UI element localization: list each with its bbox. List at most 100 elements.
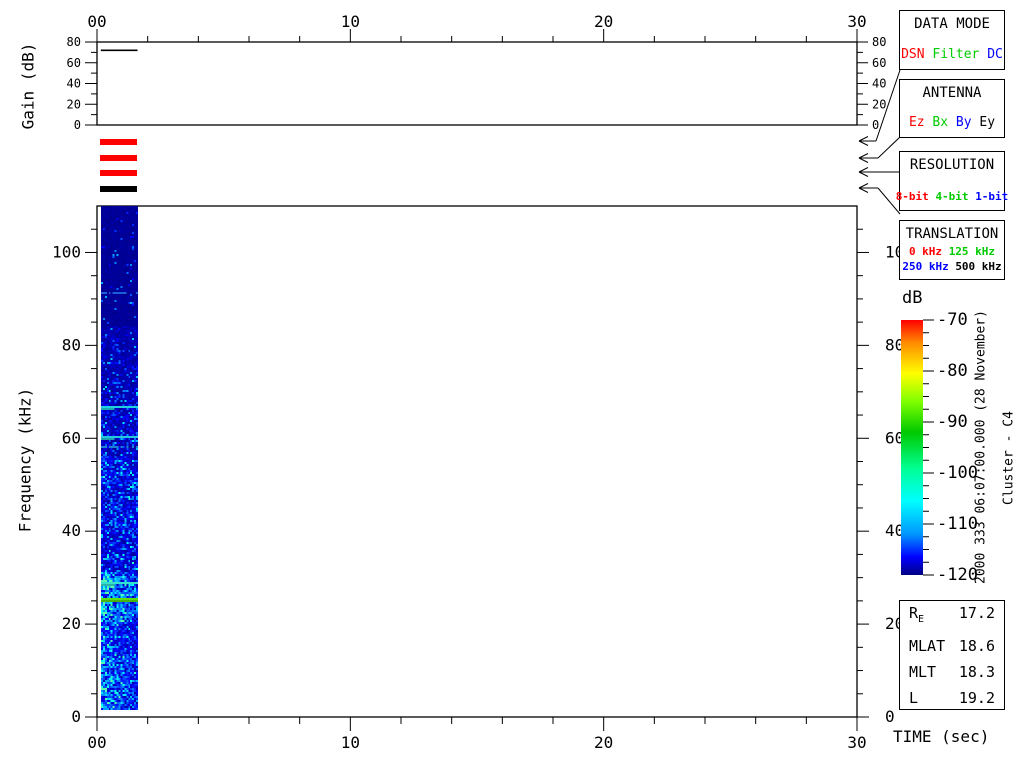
translation-option-250khz[interactable]: 250 kHz (902, 260, 949, 273)
data-mode-option-dsn[interactable]: DSN (901, 47, 925, 62)
spacecraft-annotation: Cluster - C4 (1001, 411, 1017, 505)
svg-text:40: 40 (872, 77, 886, 91)
resolution-option-4bit[interactable]: 4-bit (935, 190, 969, 203)
data-mode-option-dc[interactable]: DC (987, 47, 1003, 62)
antenna-options: Ez Bx By Ey (900, 115, 1004, 130)
svg-text:40: 40 (885, 521, 904, 540)
svg-text:00: 00 (87, 12, 106, 31)
spacer (948, 115, 956, 130)
spacer (979, 47, 987, 62)
resolution-panel: RESOLUTION 8-bit 4-bit 1-bit (896, 151, 1009, 211)
svg-text:-100: -100 (937, 463, 978, 483)
ephemeris-row-mlt: MLT 18.3 (900, 659, 1004, 685)
translation-option-0khz[interactable]: 0 kHz (908, 245, 943, 258)
translation-title: TRANSLATION (905, 226, 999, 242)
data-mode-panel: DATA MODE DSN Filter DC (899, 10, 1005, 70)
svg-text:-90: -90 (937, 412, 968, 432)
frequency-axis: 002020404060608080100100 (52, 228, 914, 726)
time-axis-label: TIME (sec) (893, 727, 990, 746)
resolution-option-1bit[interactable]: 1-bit (975, 190, 1009, 203)
ephemeris-value: 18.6 (958, 636, 995, 655)
frequency-axis-label: Frequency (kHz) (15, 387, 35, 533)
svg-text:0: 0 (71, 707, 81, 726)
data-mode-title: DATA MODE (914, 16, 990, 32)
translation-status-bar (100, 186, 137, 192)
spacer (925, 115, 933, 130)
svg-text:80: 80 (67, 35, 81, 49)
svg-text:60: 60 (872, 56, 886, 70)
ephemeris-label: L (909, 688, 919, 707)
colorbar-gradient (901, 320, 923, 575)
svg-text:20: 20 (67, 97, 81, 111)
svg-text:20: 20 (594, 12, 613, 31)
svg-text:0: 0 (74, 118, 81, 132)
resolution-option-8bit[interactable]: 8-bit (895, 190, 929, 203)
colorbar-axis: -70 -80 -90 -100 -110 -120 (923, 310, 978, 585)
antenna-status-bar (100, 155, 137, 161)
gain-axis: 0 0 20 20 40 40 60 60 80 80 (67, 35, 887, 132)
svg-text:60: 60 (62, 428, 81, 447)
svg-text:30: 30 (847, 12, 866, 31)
svg-text:0: 0 (872, 118, 879, 132)
svg-text:00: 00 (87, 733, 106, 752)
spacer (942, 245, 949, 258)
spacer (929, 190, 936, 203)
svg-text:-110: -110 (937, 514, 978, 534)
antenna-option-ez[interactable]: Ez (908, 115, 925, 130)
time-axis: 00 00 10 10 20 20 30 30 (87, 12, 866, 752)
ephemeris-label: MLT (909, 662, 937, 681)
resolution-options: 8-bit 4-bit 1-bit (896, 190, 1009, 203)
ephemeris-row-mlat: MLAT 18.6 (900, 633, 1004, 659)
timestamp-annotation: 2000 333 06:07:00.000 (28 November) (973, 310, 989, 584)
translation-option-500khz[interactable]: 500 kHz (955, 260, 1002, 273)
svg-text:80: 80 (62, 335, 81, 354)
svg-text:40: 40 (62, 521, 81, 540)
spacer (949, 260, 956, 273)
svg-text:20: 20 (872, 97, 886, 111)
antenna-option-by[interactable]: By (955, 115, 972, 130)
svg-text:100: 100 (52, 242, 81, 261)
svg-text:80: 80 (872, 35, 886, 49)
translation-option-125khz[interactable]: 125 kHz (948, 245, 996, 258)
data-mode-option-filter[interactable]: Filter (932, 47, 980, 62)
ephemeris-panel: RE 17.2 MLAT 18.6 MLT 18.3 L 19.2 (899, 600, 1005, 710)
translation-options: 0 kHz 125 kHz 250 kHz 500 kHz (900, 245, 1004, 275)
svg-text:80: 80 (885, 335, 904, 354)
svg-text:60: 60 (885, 428, 904, 447)
resolution-title: RESOLUTION (909, 157, 995, 173)
svg-text:-120: -120 (937, 565, 978, 585)
antenna-title: ANTENNA (922, 85, 982, 101)
svg-text:60: 60 (67, 56, 81, 70)
svg-text:10: 10 (341, 733, 360, 752)
ephemeris-value: 19.2 (958, 688, 995, 707)
translation-panel: TRANSLATION 0 kHz 125 kHz 250 kHz 500 kH… (899, 220, 1005, 280)
plot-frames (96, 41, 858, 718)
ephemeris-row-l: L 19.2 (900, 685, 1004, 711)
resolution-status-bar (100, 170, 137, 176)
spectrogram-canvas (101, 206, 138, 710)
data-mode-options: DSN Filter DC (900, 47, 1004, 62)
svg-text:20: 20 (594, 733, 613, 752)
antenna-option-ey[interactable]: Ey (979, 115, 996, 130)
antenna-option-bx[interactable]: Bx (932, 115, 949, 130)
svg-text:-80: -80 (937, 361, 968, 381)
spacer (972, 115, 980, 130)
colorbar-units-label: dB (902, 288, 923, 308)
svg-text:40: 40 (67, 77, 81, 91)
svg-text:20: 20 (62, 614, 81, 633)
ephemeris-label: RE (909, 603, 925, 625)
ephemeris-label: MLAT (909, 636, 946, 655)
gain-axis-label: Gain (dB) (18, 42, 38, 130)
svg-text:0: 0 (885, 707, 895, 726)
ephemeris-value: 18.3 (958, 662, 995, 681)
data-mode-status-bar (100, 139, 137, 145)
ephemeris-value: 17.2 (958, 603, 995, 622)
svg-text:30: 30 (847, 733, 866, 752)
ephemeris-row-re: RE 17.2 (900, 600, 1004, 633)
svg-text:-70: -70 (937, 310, 968, 330)
spacer (969, 190, 976, 203)
svg-text:10: 10 (341, 12, 360, 31)
antenna-panel: ANTENNA Ez Bx By Ey (899, 79, 1005, 138)
